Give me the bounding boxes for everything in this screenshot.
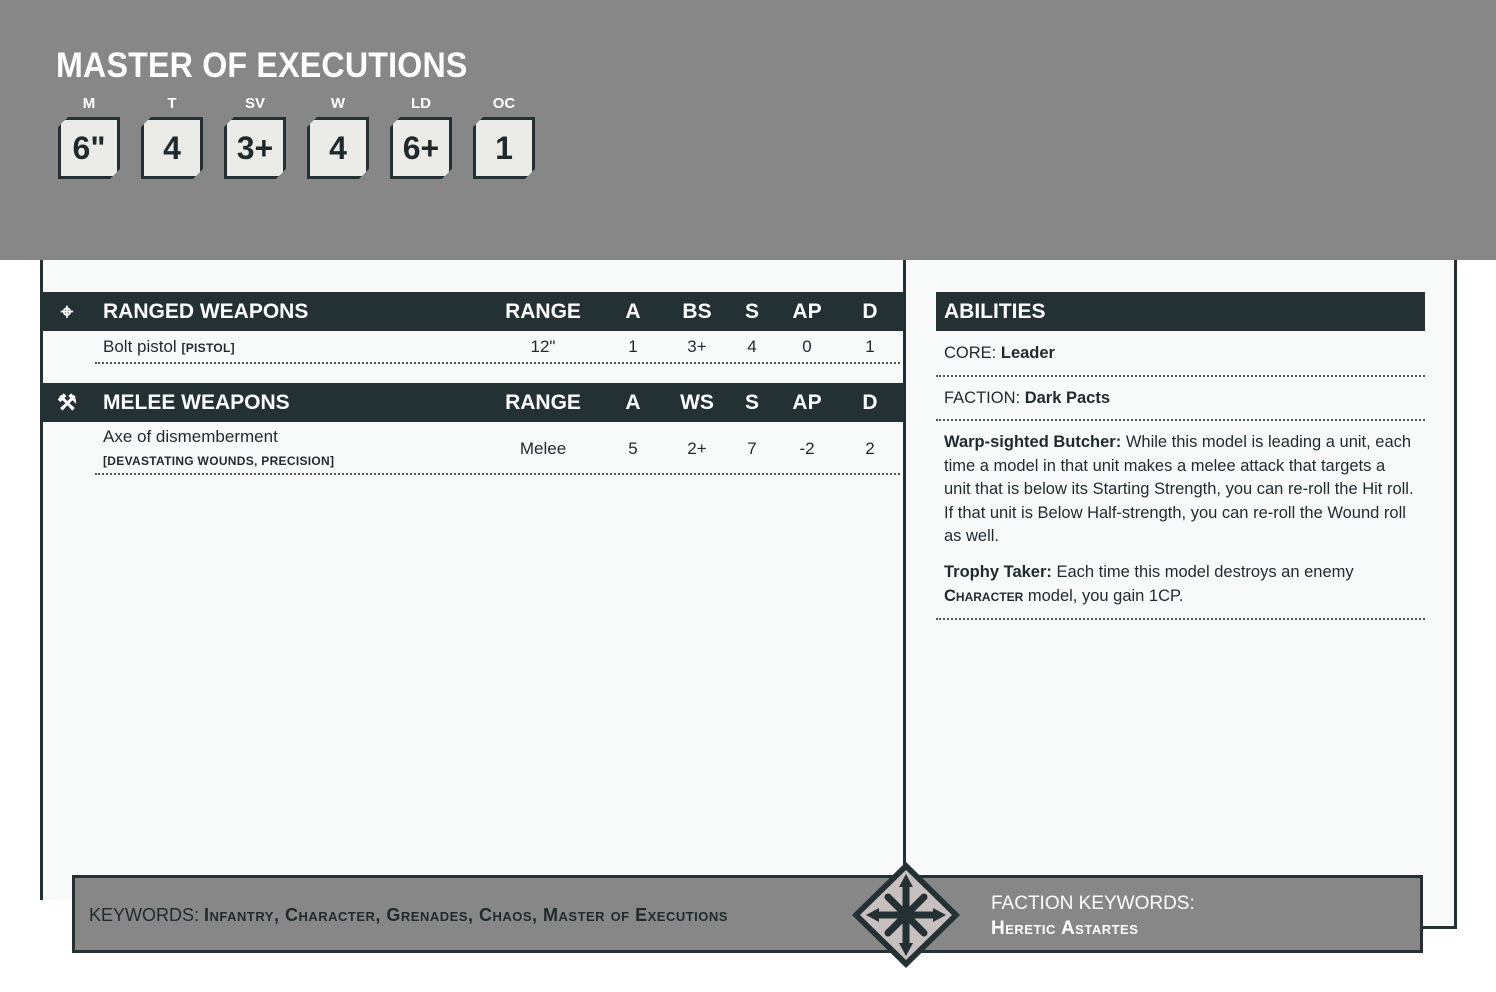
faction-keywords-value: Heretic Astartes xyxy=(991,918,1139,939)
weapon-name: Bolt pistol [PISTOL] xyxy=(103,337,235,357)
col-d: D xyxy=(862,300,878,323)
keywords: KEYWORDS: Infantry, Character, Grenades,… xyxy=(89,905,728,926)
stat-value: 4 xyxy=(141,117,203,179)
weapon-name: Axe of dismemberment xyxy=(103,427,278,446)
core-ability: CORE: Leader xyxy=(944,342,1414,366)
stat-m: M 6" xyxy=(58,95,120,179)
crosshair-icon: ⌖ xyxy=(60,299,74,324)
ability-text: model, you gain 1CP. xyxy=(1027,586,1184,605)
stat-label: M xyxy=(82,95,96,112)
weapon-range: 12" xyxy=(530,337,556,356)
weapon-s: 4 xyxy=(747,337,757,356)
divider xyxy=(936,618,1425,620)
keywords-label: KEYWORDS: xyxy=(89,905,200,925)
weapon-name-text: Bolt pistol xyxy=(103,337,177,356)
weapon-s: 7 xyxy=(747,439,757,458)
col-range: RANGE xyxy=(505,391,581,414)
abilities-header: ABILITIES xyxy=(936,292,1425,331)
keywords-bar: KEYWORDS: Infantry, Character, Grenades,… xyxy=(72,875,1423,953)
weapon-row: Axe of dismemberment [DEVASTATING WOUNDS… xyxy=(43,427,905,473)
unit-name: MASTER OF EXECUTIONS xyxy=(56,46,468,85)
weapon-a: 1 xyxy=(628,337,638,356)
ability-text: Each time this model destroys an enemy xyxy=(1056,563,1354,581)
stat-ld: LD 6+ xyxy=(390,95,452,179)
divider xyxy=(936,375,1425,377)
weapon-keywords: [DEVASTATING WOUNDS, PRECISION] xyxy=(103,454,335,468)
col-ap: AP xyxy=(792,300,822,323)
stat-label: W xyxy=(330,95,346,112)
ability-trophy-taker: Trophy Taker: Each time this model destr… xyxy=(944,561,1414,608)
faction-ability: FACTION: Dark Pacts xyxy=(944,387,1414,411)
melee-weapons-header: ⚒ MELEE WEAPONS RANGE A WS S AP D xyxy=(43,383,905,422)
stat-oc: OC 1 xyxy=(473,95,535,179)
col-s: S xyxy=(744,300,759,323)
stat-label: OC xyxy=(492,95,516,112)
faction-keywords: FACTION KEYWORDS: Heretic Astartes xyxy=(991,891,1195,941)
ability-keyword: Character xyxy=(944,586,1024,605)
ability-name: Warp-sighted Butcher: xyxy=(944,433,1122,451)
weapon-range: Melee xyxy=(519,439,567,458)
weapon-ap: -2 xyxy=(799,439,815,458)
weapon-a: 5 xyxy=(628,439,638,458)
weapon-ws: 2+ xyxy=(687,439,707,458)
ranged-weapons-header: ⌖ RANGED WEAPONS RANGE A BS S AP D xyxy=(43,292,905,331)
divider xyxy=(95,473,900,475)
col-ap: AP xyxy=(792,391,822,414)
section-title: RANGED WEAPONS xyxy=(103,300,309,323)
crossed-axes-icon: ⚒ xyxy=(57,390,77,415)
weapon-ap: 0 xyxy=(802,337,812,356)
core-label: CORE: xyxy=(944,344,997,362)
weapons-panel xyxy=(40,260,906,900)
divider xyxy=(95,362,900,364)
stat-sv: SV 3+ xyxy=(224,95,286,179)
col-range: RANGE xyxy=(505,300,581,323)
keywords-value: Infantry, Character, Grenades, Chaos, Ma… xyxy=(204,905,728,925)
stat-value: 6" xyxy=(58,117,120,179)
faction-label: FACTION: xyxy=(944,389,1021,407)
stat-value: 3+ xyxy=(224,117,286,179)
ability-warp-sighted-butcher: Warp-sighted Butcher: While this model i… xyxy=(944,431,1414,549)
col-bs: BS xyxy=(682,300,712,323)
faction-value: Dark Pacts xyxy=(1024,389,1110,407)
stat-value: 4 xyxy=(307,117,369,179)
weapon-d: 2 xyxy=(865,439,875,458)
col-ws: WS xyxy=(680,391,714,414)
weapon-bs: 3+ xyxy=(687,337,707,356)
col-s: S xyxy=(744,391,759,414)
ability-text: While this model is leading a unit, each… xyxy=(944,433,1414,545)
stat-label: LD xyxy=(411,95,431,112)
col-a: A xyxy=(625,300,641,323)
faction-keywords-label: FACTION KEYWORDS: xyxy=(991,893,1195,914)
stat-value: 6+ xyxy=(390,117,452,179)
chaos-star-icon xyxy=(852,862,960,968)
stat-label: SV xyxy=(244,95,265,112)
weapon-d: 1 xyxy=(865,337,875,356)
stat-value: 1 xyxy=(473,117,535,179)
section-title: MELEE WEAPONS xyxy=(103,391,290,414)
core-value: Leader xyxy=(1000,344,1055,362)
col-d: D xyxy=(862,391,878,414)
ability-name: Trophy Taker: xyxy=(944,563,1052,581)
divider xyxy=(936,419,1425,421)
weapon-keywords: [PISTOL] xyxy=(181,341,235,355)
stat-label: T xyxy=(167,95,177,112)
col-a: A xyxy=(625,391,641,414)
